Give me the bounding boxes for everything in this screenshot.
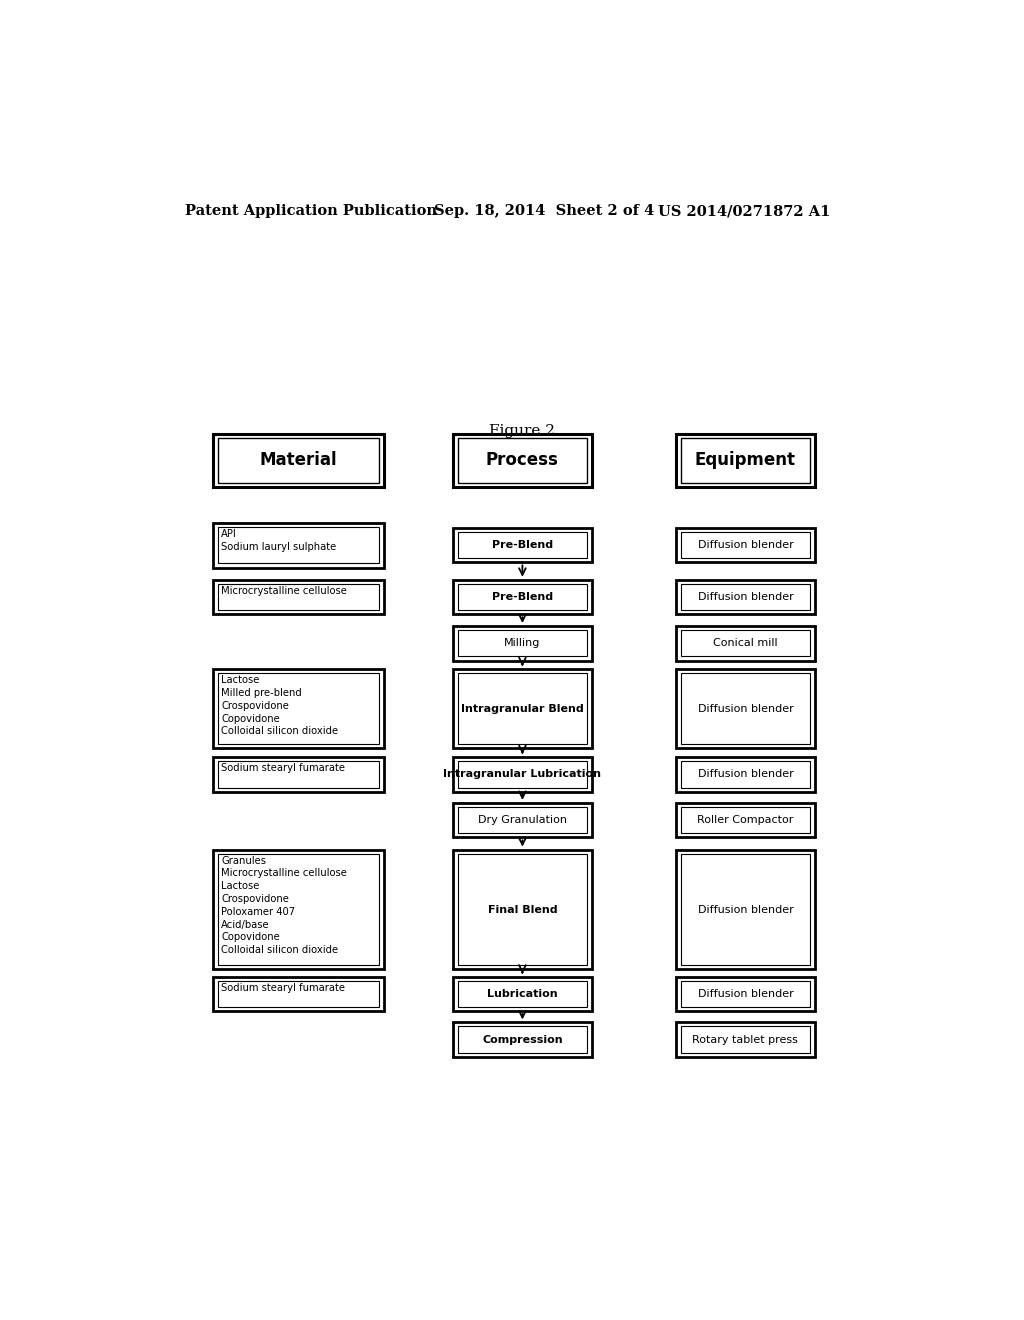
Text: Equipment: Equipment [695,451,796,470]
Bar [458,673,587,744]
Bar [218,854,379,965]
Bar [681,438,810,483]
Text: Microcrystalline cellulose: Microcrystalline cellulose [221,586,347,595]
Text: Sodium stearyl fumarate: Sodium stearyl fumarate [221,982,345,993]
Bar [676,850,815,969]
Bar [453,1022,592,1057]
Bar [676,803,815,837]
Text: Diffusion blender: Diffusion blender [697,989,794,999]
Bar [453,528,592,562]
Bar [213,523,384,568]
Bar [676,758,815,792]
Bar [681,630,810,656]
Bar [681,981,810,1007]
Text: Diffusion blender: Diffusion blender [697,540,794,550]
Bar [681,532,810,558]
Bar [218,583,379,610]
Bar [453,977,592,1011]
Bar [213,850,384,969]
Bar [458,532,587,558]
Bar [458,630,587,656]
Bar [213,669,384,748]
Bar [213,434,384,487]
Bar [218,673,379,744]
Bar [681,673,810,744]
Text: Final Blend: Final Blend [487,904,557,915]
Bar [681,1027,810,1053]
Text: Intragranular Blend: Intragranular Blend [461,704,584,714]
Bar [681,583,810,610]
Bar [681,854,810,965]
Bar [681,762,810,788]
Bar [453,669,592,748]
Bar [458,583,587,610]
Text: Pre-Blend: Pre-Blend [492,540,553,550]
Bar [458,807,587,833]
Bar [218,438,379,483]
Bar [676,626,815,660]
Text: API
Sodium lauryl sulphate: API Sodium lauryl sulphate [221,529,337,552]
Bar [218,981,379,1007]
Text: Sep. 18, 2014  Sheet 2 of 4: Sep. 18, 2014 Sheet 2 of 4 [433,205,653,218]
Text: Patent Application Publication: Patent Application Publication [185,205,437,218]
Bar [458,438,587,483]
Text: Diffusion blender: Diffusion blender [697,904,794,915]
Text: Compression: Compression [482,1035,563,1044]
Bar [218,527,379,564]
Text: Conical mill: Conical mill [713,639,778,648]
Text: Material: Material [260,451,338,470]
Text: Figure 2: Figure 2 [489,424,555,438]
Bar [213,579,384,614]
Bar [453,434,592,487]
Text: Roller Compactor: Roller Compactor [697,814,794,825]
Text: Diffusion blender: Diffusion blender [697,591,794,602]
Bar [453,758,592,792]
Bar [676,1022,815,1057]
Text: Lubrication: Lubrication [487,989,558,999]
Bar [453,626,592,660]
Bar [453,579,592,614]
Bar [213,758,384,792]
Text: Sodium stearyl fumarate: Sodium stearyl fumarate [221,763,345,774]
Bar [676,669,815,748]
Text: Intragranular Lubrication: Intragranular Lubrication [443,770,601,779]
Text: Rotary tablet press: Rotary tablet press [692,1035,799,1044]
Bar [458,1027,587,1053]
Text: Dry Granulation: Dry Granulation [478,814,567,825]
Text: Diffusion blender: Diffusion blender [697,704,794,714]
Text: Lactose
Milled pre-blend
Crospovidone
Copovidone
Colloidal silicon dioxide: Lactose Milled pre-blend Crospovidone Co… [221,676,338,737]
Bar [458,854,587,965]
Bar [453,803,592,837]
Text: Diffusion blender: Diffusion blender [697,770,794,779]
Text: US 2014/0271872 A1: US 2014/0271872 A1 [658,205,830,218]
Bar [676,977,815,1011]
Text: Milling: Milling [504,639,541,648]
Bar [676,579,815,614]
Bar [458,762,587,788]
Bar [458,981,587,1007]
Text: Granules
Microcrystalline cellulose
Lactose
Crospovidone
Poloxamer 407
Acid/base: Granules Microcrystalline cellulose Lact… [221,855,347,956]
Text: Pre-Blend: Pre-Blend [492,591,553,602]
Bar [453,850,592,969]
Bar [681,807,810,833]
Bar [218,762,379,788]
Bar [213,977,384,1011]
Bar [676,528,815,562]
Bar [676,434,815,487]
Text: Process: Process [486,451,559,470]
